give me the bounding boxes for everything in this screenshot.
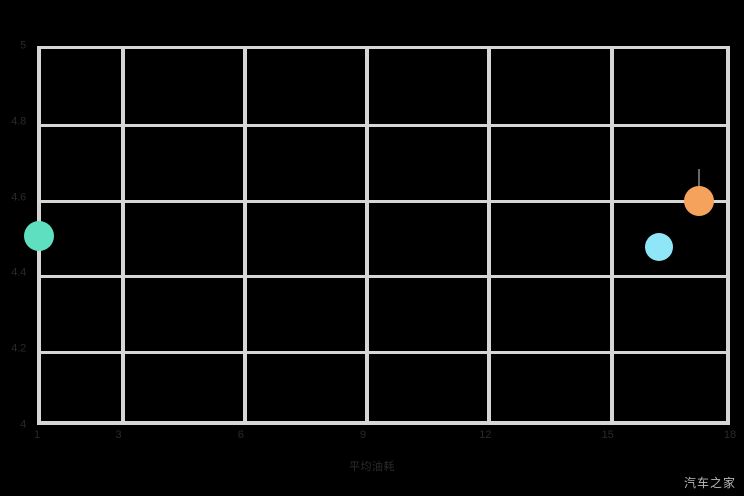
y-axis-tick-label: 4.8 xyxy=(11,115,26,128)
gridline-horizontal xyxy=(41,351,726,355)
gridline-vertical xyxy=(120,49,125,421)
x-axis-tick-label: 3 xyxy=(115,429,122,441)
y-axis-tick-label: 4.4 xyxy=(11,266,26,279)
gridline-vertical xyxy=(487,49,492,421)
y-axis-tick-label: 4.6 xyxy=(11,191,26,204)
x-axis-tick-label: 15 xyxy=(601,429,614,441)
gridline-horizontal xyxy=(41,275,726,279)
plot-area xyxy=(37,46,730,425)
x-axis-tick-label: 6 xyxy=(237,429,244,441)
data-point-stem xyxy=(698,169,700,196)
x-axis-title: 平均油耗 xyxy=(349,461,395,473)
gridline-vertical xyxy=(242,49,247,421)
data-point-stem xyxy=(38,203,40,230)
x-axis-tick-label: 12 xyxy=(479,429,492,441)
y-axis-tick-label: 5 xyxy=(20,39,26,52)
gridline-horizontal xyxy=(41,199,726,203)
x-axis-tick-label: 9 xyxy=(360,429,367,441)
point-teal[interactable] xyxy=(24,220,55,251)
point-blue[interactable] xyxy=(644,232,673,261)
y-axis-tick-label: 4 xyxy=(20,418,26,431)
watermark-label: 汽车之家 xyxy=(683,476,736,490)
gridline-vertical xyxy=(609,49,614,421)
y-axis-tick-label: 4.2 xyxy=(11,342,26,355)
x-axis-tick-label: 1 xyxy=(33,429,41,441)
gridline-vertical xyxy=(365,49,370,421)
point-orange[interactable] xyxy=(684,186,715,217)
x-axis-tick-label: 18 xyxy=(723,429,737,441)
gridline-horizontal xyxy=(41,123,726,127)
